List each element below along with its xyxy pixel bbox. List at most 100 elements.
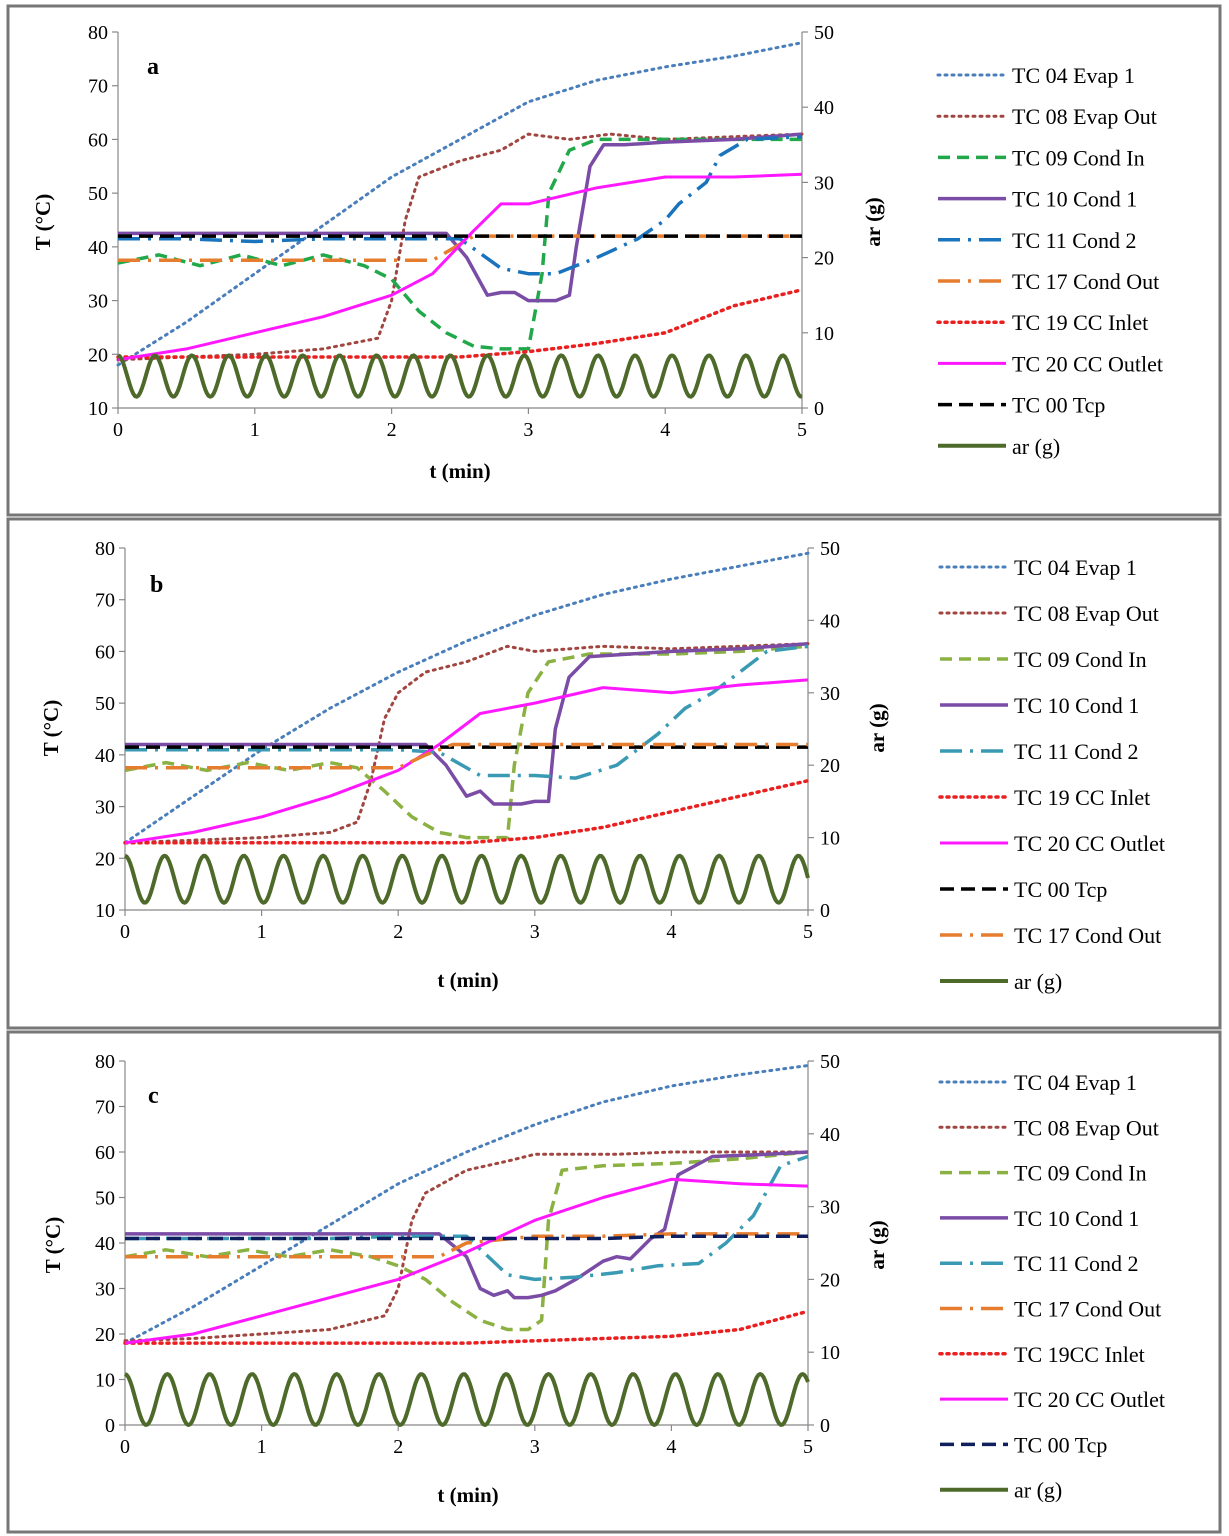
panel-b-ytick-label: 80 [95,538,115,560]
panel-b-series-tc-20-cc-outlet [124,678,809,845]
panel-b-legend-label-tc-00-tcp: TC 00 Tcp [1014,877,1107,902]
panel-b-series-tc-10-cond-1 [125,641,809,806]
panel-b-legend-label-tc-20-cc-outlet: TC 20 CC Outlet [1014,831,1165,856]
panel-b-frame [6,517,1222,1030]
panel-a-y2tick-label: 10 [814,323,834,345]
panel-b-y2-axis-label: ar (g) [865,703,889,752]
panel-a-label: a [147,54,159,80]
panel-b-xtick-label: 1 [257,921,267,943]
panel-b-series-tc-08-evap-out [123,642,810,845]
panel-c-ytick-label: 40 [95,1233,115,1255]
panel-a-ytick-label: 30 [88,291,108,313]
panel-b-label: b [150,572,163,598]
panel-c-ytick-label: 30 [95,1279,115,1301]
panel-c-series-tc-08-evap-out [123,1150,810,1343]
panel-c-ytick-label: 70 [95,1097,115,1119]
panel-b-series-tc-04-evap-1 [123,551,810,845]
panel-c-xtick-label: 0 [120,1436,130,1458]
panel-b-ytick-label: 60 [95,641,115,663]
panel-a-frame [6,4,1222,517]
panel-a-legend-label-tc-11-cond-2: TC 11 Cond 2 [1012,228,1136,253]
panel-a-ytick-label: 10 [88,398,108,420]
panel-a-legend-label-tc-08-evap-out: TC 08 Evap Out [1012,104,1157,129]
panel-c-legend-label-tc-19cc-inlet: TC 19CC Inlet [1014,1342,1145,1367]
panel-b-ytick-label: 50 [95,693,115,715]
panel-c-x-axis-label: t (min) [437,1483,498,1507]
panel-b-xtick-label: 4 [666,921,676,943]
panel-b-y2tick-label: 30 [820,683,840,705]
panel-a-legend-label-tc-19-cc-inlet: TC 19 CC Inlet [1012,310,1148,335]
panel-a-ytick-label: 80 [88,22,108,44]
panel-a-y2tick-label: 20 [814,248,834,270]
panel-a-ytick-label: 60 [88,129,108,151]
panel-c-series-tc-04-evap-1 [123,1064,810,1345]
panel-b-series-tc-11-cond-2 [125,644,809,780]
panel-c-y2tick-label: 40 [820,1124,840,1146]
panel-a-y-axis-label: T (°C) [31,194,55,250]
panel-b-xtick-label: 2 [393,921,403,943]
panel-a-legend-label-tc-17-cond-out: TC 17 Cond Out [1012,269,1159,294]
panel-c-legend-label-tc-17-cond-out: TC 17 Cond Out [1014,1297,1161,1322]
panel-c-series-tc-17-cond-out [125,1232,808,1259]
panel-b-ytick-label: 10 [95,900,115,922]
panel-a-series-tc-09-cond-in [117,137,802,351]
panel-c-series-ar-g [124,1372,810,1427]
panel-a-series-tc-10-cond-1 [118,132,803,303]
panel-b-y2tick-label: 40 [820,610,840,632]
panel-b-legend-label-tc-08-evap-out: TC 08 Evap Out [1014,601,1159,626]
panel-a-x-axis-label: t (min) [429,459,490,483]
panel-c-frame [6,1030,1222,1534]
panel-b-series-tc-09-cond-in [124,644,809,840]
panel-c-ytick-label: 0 [105,1415,115,1437]
panel-c-y2-axis-label: ar (g) [865,1220,889,1269]
panel-a-y2-axis-label: ar (g) [861,197,885,246]
panel-a-series-ar-g [117,353,803,399]
panel-b-legend-label-tc-04-evap-1: TC 04 Evap 1 [1014,555,1137,580]
panel-c-legend-label-tc-09-cond-in: TC 09 Cond In [1014,1161,1147,1186]
panel-b-y2tick-label: 10 [820,828,840,850]
panel-c-legend-label-ar-g: ar (g) [1014,1478,1062,1503]
panel-b-legend-label-tc-10-cond-1: TC 10 Cond 1 [1014,693,1139,718]
panel-b-legend-label-tc-17-cond-out: TC 17 Cond Out [1014,923,1161,948]
panel-b-ytick-label: 30 [95,797,115,819]
panel-a-ytick-label: 50 [88,183,108,205]
panel-c-legend-label-tc-11-cond-2: TC 11 Cond 2 [1014,1251,1138,1276]
panel-b-series-ar-g [124,853,810,905]
panel-a-xtick-label: 2 [387,419,397,441]
panel-a-legend-label-tc-04-evap-1: TC 04 Evap 1 [1012,63,1135,88]
panel-a-xtick-label: 4 [660,419,670,441]
panel-a-legend-label-tc-10-cond-1: TC 10 Cond 1 [1012,187,1137,212]
panel-a-y2tick-label: 50 [814,22,834,44]
panel-b-legend-label-tc-09-cond-in: TC 09 Cond In [1014,647,1147,672]
panel-a-xtick-label: 1 [250,419,260,441]
panel-a-xtick-label: 5 [797,419,807,441]
panel-a-legend-label-tc-20-cc-outlet: TC 20 CC Outlet [1012,351,1163,376]
panel-c-ytick-label: 50 [95,1188,115,1210]
panel-c-legend-label-tc-10-cond-1: TC 10 Cond 1 [1014,1206,1139,1231]
panel-a-legend-label-ar-g: ar (g) [1012,434,1060,459]
panel-c-y2tick-label: 10 [820,1342,840,1364]
panel-b-xtick-label: 3 [530,921,540,943]
panel-b-ytick-label: 70 [95,590,115,612]
panel-b-series-tc-17-cond-out [125,742,808,770]
panel-c-legend-label-tc-20-cc-outlet: TC 20 CC Outlet [1014,1387,1165,1412]
panel-b-y2tick-label: 0 [820,900,830,922]
panel-c-y2tick-label: 50 [820,1051,840,1073]
panel-c-ytick-label: 10 [95,1370,115,1392]
panel-a-xtick-label: 3 [523,419,533,441]
panel-b-xtick-label: 5 [803,921,813,943]
panel-c-legend-label-tc-04-evap-1: TC 04 Evap 1 [1014,1070,1137,1095]
panel-b-legend-label-tc-19-cc-inlet: TC 19 CC Inlet [1014,785,1150,810]
panel-c-label: c [148,1083,159,1109]
panel-c-series-tc-20-cc-outlet [124,1177,809,1345]
panel-c-xtick-label: 3 [530,1436,540,1458]
panel-a-series-tc-11-cond-2 [118,134,803,276]
panel-a-series-tc-19-cc-inlet [116,288,804,359]
panel-a-ytick-label: 40 [88,237,108,259]
panel-a-legend-label-tc-09-cond-in: TC 09 Cond In [1012,145,1145,170]
panel-c-legend-label-tc-08-evap-out: TC 08 Evap Out [1014,1115,1159,1140]
panel-c-y2tick-label: 30 [820,1197,840,1219]
panel-a-ytick-label: 70 [88,76,108,98]
panel-b-x-axis-label: t (min) [437,968,498,992]
